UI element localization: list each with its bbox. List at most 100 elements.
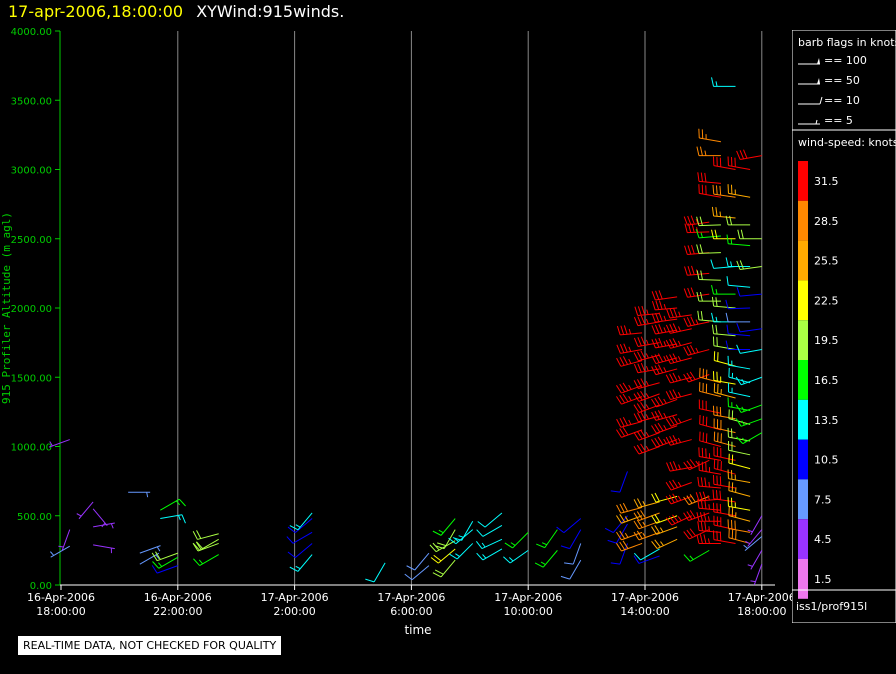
wind-barb <box>449 543 474 560</box>
barb-legend-item: == 50 <box>798 74 860 87</box>
wind-barb <box>728 382 751 398</box>
wind-barb <box>633 510 660 521</box>
wind-barb <box>58 529 71 551</box>
x-tick-label-time: 18:00:00 <box>36 605 85 618</box>
wind-barb <box>616 325 643 336</box>
wind-barb <box>616 426 643 438</box>
wind-barb <box>633 443 660 455</box>
wind-barb <box>710 259 736 269</box>
wind-barb <box>727 156 751 170</box>
wind-barb <box>633 402 660 413</box>
y-tick-label: 2500.00 <box>11 235 52 246</box>
wind-barb <box>139 545 161 554</box>
wind-barb <box>697 476 721 489</box>
wind-barb <box>651 364 678 376</box>
wind-barb <box>665 353 692 365</box>
barb-legend: == 100 == 50 == 10 == 5 <box>798 54 867 127</box>
wind-barb <box>736 344 762 354</box>
wind-barb <box>712 371 736 385</box>
wind-barb <box>698 447 722 461</box>
wind-barb <box>696 216 721 227</box>
wind-barb <box>711 324 736 337</box>
wind-barb <box>697 172 721 184</box>
wind-barb <box>737 229 762 240</box>
x-tick-label-time: 14:00:00 <box>620 605 669 618</box>
wind-barb <box>616 540 643 552</box>
wind-barb <box>747 550 763 570</box>
speed-legend-title: wind-speed: knots <box>798 136 896 149</box>
wind-barb <box>727 519 751 533</box>
wind-barbs <box>48 77 763 586</box>
wind-barb <box>651 410 678 421</box>
wind-barb <box>696 146 721 157</box>
wind-barb <box>616 530 643 541</box>
wind-barb <box>192 530 219 540</box>
wind-barb <box>696 291 721 302</box>
scale-label: 7.5 <box>814 493 832 506</box>
wind-barb <box>289 554 313 572</box>
wind-barb <box>406 552 430 571</box>
wind-barb <box>736 287 762 297</box>
legend-footer: iss1/prof915l <box>796 600 867 613</box>
wind-barb <box>711 312 736 323</box>
wind-barb <box>713 383 736 399</box>
wind-barb <box>560 559 582 580</box>
wind-barb <box>633 548 660 561</box>
scale-label: 1.5 <box>814 573 832 586</box>
wind-barb <box>699 431 722 447</box>
wind-barb <box>698 399 722 414</box>
wind-barb <box>286 531 313 544</box>
wind-barb <box>713 418 736 434</box>
wind-barb <box>726 276 751 288</box>
wind-barb <box>743 536 763 552</box>
wind-barb <box>452 521 474 541</box>
wind-barb <box>503 549 529 564</box>
wind-barb <box>151 551 178 562</box>
wind-barb <box>665 323 692 334</box>
title-date: 17-apr-2006,18:00:00 <box>8 2 184 21</box>
wind-barb <box>651 324 678 335</box>
wind-barb <box>651 492 678 503</box>
wind-barb <box>93 544 115 554</box>
wind-barb <box>435 529 456 550</box>
wind-barb <box>651 337 678 349</box>
scale-swatch <box>798 280 808 321</box>
y-tick-label: 1000.00 <box>11 443 52 454</box>
y-tick-label: 2000.00 <box>11 304 52 315</box>
x-tick-label-date: 17-Apr-2006 <box>611 591 679 604</box>
wind-barb <box>726 234 751 247</box>
scale-swatch <box>798 161 808 201</box>
wind-barb <box>504 532 529 549</box>
wind-barb <box>683 287 710 298</box>
wind-barb <box>665 435 692 446</box>
wind-barb <box>665 389 692 401</box>
barb-legend-item: == 100 <box>798 54 867 67</box>
wind-barb <box>666 308 692 319</box>
x-tick-label-time: 6:00:00 <box>390 605 432 618</box>
y-tick-label: 3500.00 <box>11 96 52 107</box>
wind-barb <box>699 382 722 398</box>
wind-barb <box>432 559 456 578</box>
wind-barb <box>633 315 660 327</box>
wind-barb <box>476 525 503 537</box>
wind-barb <box>633 390 660 402</box>
wind-barb <box>696 244 721 254</box>
barb-legend-label: == 100 <box>824 54 867 67</box>
wind-barb <box>728 367 751 384</box>
wind-barb <box>666 461 692 472</box>
wind-barb <box>696 270 721 281</box>
barb-legend-label: == 50 <box>824 74 860 87</box>
wind-barb <box>651 396 678 408</box>
scale-swatch <box>798 240 808 281</box>
x-tick-label-date: 17-Apr-2006 <box>494 591 562 604</box>
wind-barb <box>536 529 558 549</box>
wind-barb <box>404 565 430 581</box>
x-tick-label-date: 17-Apr-2006 <box>261 591 329 604</box>
scale-label: 10.5 <box>814 454 839 467</box>
wind-barb <box>610 471 628 493</box>
x-tick-label-time: 10:00:00 <box>503 605 552 618</box>
quality-notice: REAL-TIME DATA, NOT CHECKED FOR QUALITY <box>18 636 282 655</box>
wind-barb <box>712 336 736 351</box>
wind-barb <box>727 469 751 484</box>
wind-barb <box>728 441 751 456</box>
